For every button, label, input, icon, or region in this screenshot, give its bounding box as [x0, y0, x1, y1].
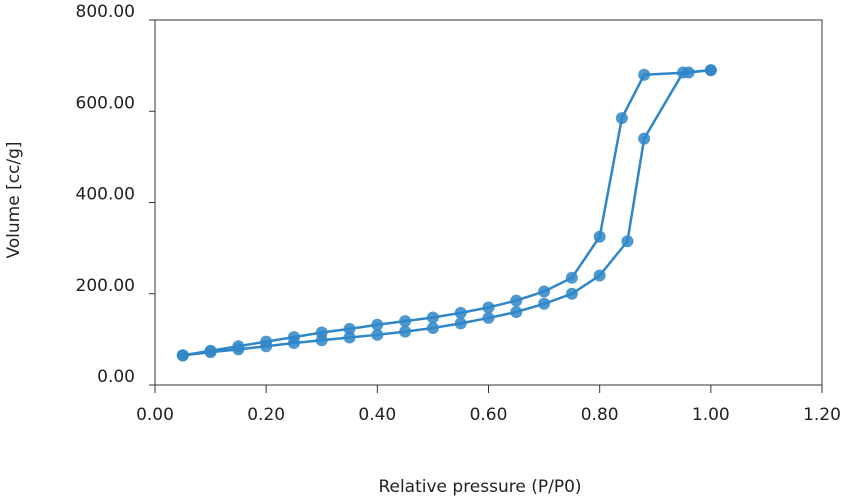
data-point [704, 64, 717, 77]
data-point [399, 325, 412, 338]
data-point [682, 66, 695, 79]
plot-frame [154, 19, 823, 386]
x-tick-label: 0.60 [470, 405, 508, 425]
x-tick-label: 1.00 [692, 405, 730, 425]
data-point [565, 271, 578, 284]
y-tick-label: 200.00 [76, 276, 135, 296]
data-point [565, 287, 578, 300]
y-axis-label: Volume [cc/g] [4, 141, 24, 258]
data-point [426, 321, 439, 334]
data-point [615, 112, 628, 125]
data-point [510, 306, 523, 318]
data-point [638, 68, 651, 81]
y-tick-label: 600.00 [76, 93, 135, 113]
data-point [399, 315, 412, 328]
data-point [482, 301, 495, 314]
data-point [482, 311, 495, 324]
data-point [593, 230, 606, 243]
data-point [287, 331, 300, 344]
y-tick-label: 400.00 [76, 185, 135, 205]
data-point [176, 349, 189, 362]
y-tick-label: 0.00 [97, 367, 135, 387]
series-line [182, 68, 711, 357]
data-point [538, 297, 551, 310]
data-point [315, 326, 328, 339]
data-point [343, 322, 356, 335]
data-point [621, 235, 634, 248]
data-point [454, 317, 467, 330]
data-point [371, 318, 384, 331]
data-point [593, 269, 606, 282]
x-axis-label: Relative pressure (P/P0) [378, 477, 581, 497]
data-point [371, 328, 384, 341]
data-point [638, 132, 651, 145]
data-point [510, 294, 523, 307]
data-point [204, 344, 217, 357]
x-tick-label: 0.80 [581, 405, 619, 425]
data-point [232, 340, 245, 353]
data-point [426, 311, 439, 324]
x-tick-label: 0.40 [358, 405, 396, 425]
data-point [260, 335, 273, 348]
data-point [454, 306, 467, 319]
data-point [538, 285, 551, 298]
x-tick-label: 0.20 [247, 405, 285, 425]
x-tick-label: 0.00 [136, 405, 174, 425]
y-tick-label: 800.00 [76, 2, 135, 22]
x-tick-label: 1.20 [803, 405, 841, 425]
data-point [343, 331, 356, 344]
